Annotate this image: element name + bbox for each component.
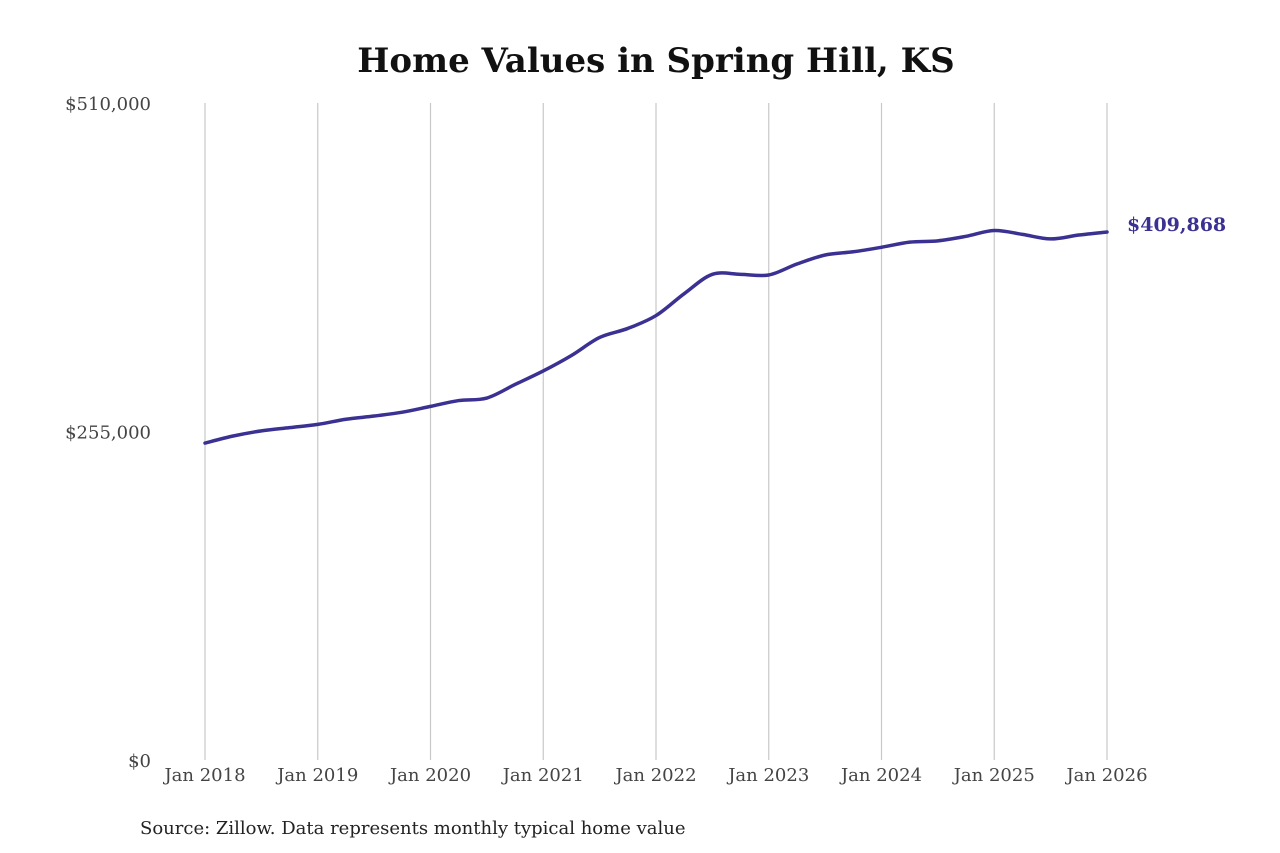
source-note: Source: Zillow. Data represents monthly … [140, 818, 686, 839]
x-tick-label: Jan 2024 [839, 765, 922, 786]
x-tick-label: Jan 2026 [1064, 765, 1147, 786]
x-tick-label: Jan 2025 [952, 765, 1035, 786]
x-tick-label: Jan 2018 [162, 765, 245, 786]
x-tick-label: Jan 2023 [726, 765, 809, 786]
series-line [203, 228, 1109, 445]
gridlines [204, 103, 1108, 760]
chart-title: Home Values in Spring Hill, KS [357, 41, 954, 81]
y-tick-label: $255,000 [65, 423, 151, 444]
y-tick-label: $510,000 [65, 94, 151, 115]
x-tick-label: Jan 2022 [613, 765, 696, 786]
y-axis-ticks: $0 $255,000 $510,000 [65, 94, 151, 772]
x-axis-ticks: Jan 2018 Jan 2019 Jan 2020 Jan 2021 Jan 2022… [162, 765, 1147, 786]
x-tick-label: Jan 2019 [275, 765, 358, 786]
x-tick-label: Jan 2021 [501, 765, 584, 786]
y-tick-label: $0 [128, 751, 151, 772]
end-value-label: $409,868 [1127, 214, 1226, 236]
x-tick-label: Jan 2020 [388, 765, 471, 786]
